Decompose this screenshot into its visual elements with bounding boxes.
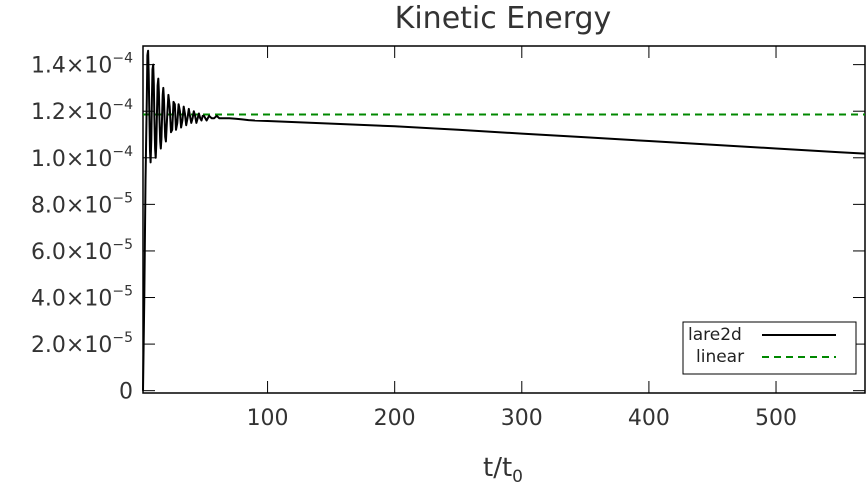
legend-box <box>682 321 857 375</box>
x-tick-label: 100 <box>247 406 289 431</box>
x-tick-label: 300 <box>501 406 543 431</box>
y-tick-exponent: −5 <box>112 284 133 300</box>
y-tick-mantissa: 2.0×10 <box>31 333 112 358</box>
y-tick-exponent: −4 <box>112 97 133 113</box>
y-tick-label: 0 <box>119 380 133 405</box>
y-tick-exponent: −5 <box>112 237 133 253</box>
y-tick-label: 2.0×10−5 <box>31 330 133 358</box>
x-tick-label: 500 <box>755 406 797 431</box>
y-tick-label: 6.0×10−5 <box>31 237 133 265</box>
y-tick-label: 1.2×10−4 <box>31 97 133 125</box>
legend: lare2d linear <box>682 321 857 375</box>
x-tick-label: 400 <box>628 406 670 431</box>
x-axis-label: t/t0 <box>483 453 523 486</box>
y-tick-mantissa: 4.0×10 <box>31 287 112 312</box>
x-axis-label-main: t/t <box>483 453 512 483</box>
x-axis-label-subscript: 0 <box>512 467 523 486</box>
y-tick-mantissa: 8.0×10 <box>31 193 112 218</box>
y-tick-exponent: −5 <box>112 330 133 346</box>
y-tick-label: 1.4×10−4 <box>31 51 133 79</box>
y-tick-label: 1.0×10−4 <box>31 144 133 172</box>
chart-title: Kinetic Energy <box>395 1 612 36</box>
y-tick-label: 8.0×10−5 <box>31 190 133 218</box>
y-tick-mantissa: 1.0×10 <box>31 147 112 172</box>
y-tick-exponent: −5 <box>112 190 133 206</box>
y-tick-mantissa: 1.4×10 <box>31 54 112 79</box>
x-axis-ticks: 100 200 300 400 500 <box>247 46 797 431</box>
series-layer <box>142 49 866 391</box>
y-tick-mantissa: 0 <box>119 380 133 405</box>
x-tick-label: 200 <box>374 406 416 431</box>
y-tick-mantissa: 6.0×10 <box>31 240 112 265</box>
y-tick-mantissa: 1.2×10 <box>31 100 112 125</box>
y-axis-ticks: 02.0×10−54.0×10−56.0×10−58.0×10−51.0×10−… <box>31 51 865 405</box>
series-line-lare2d <box>142 49 866 391</box>
y-tick-exponent: −4 <box>112 144 133 160</box>
y-tick-exponent: −4 <box>112 51 133 67</box>
y-tick-label: 4.0×10−5 <box>31 284 133 312</box>
legend-label-linear: linear <box>696 347 744 367</box>
legend-label-lare2d: lare2d <box>688 325 742 345</box>
plot-frame <box>142 45 866 394</box>
